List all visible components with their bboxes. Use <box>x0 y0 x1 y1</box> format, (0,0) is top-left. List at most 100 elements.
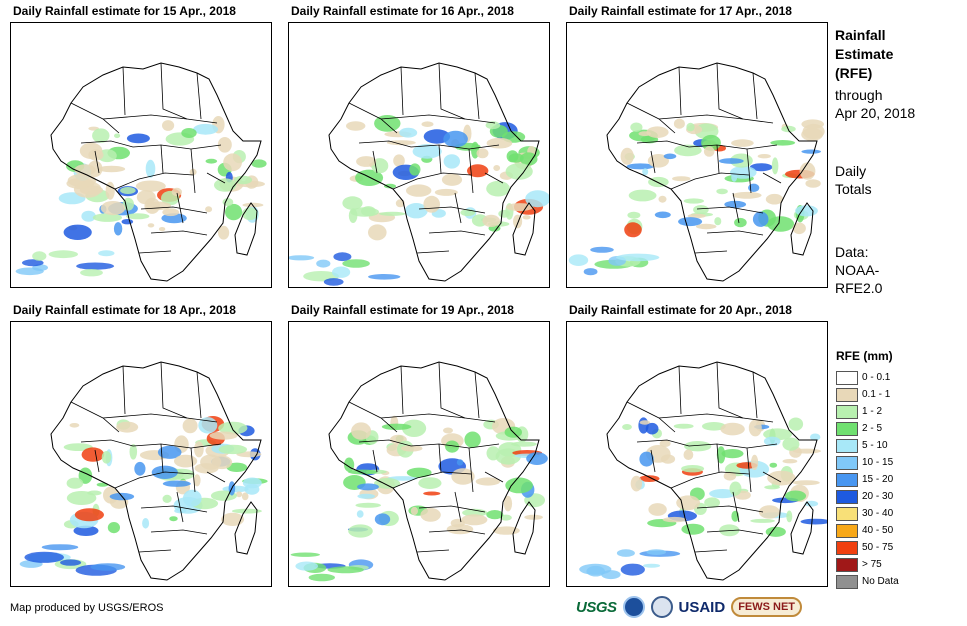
rainfall-cell <box>748 183 760 192</box>
country-border <box>706 529 764 535</box>
rainfall-cell <box>205 158 218 164</box>
rainfall-cell <box>462 508 488 517</box>
rainfall-cell <box>642 168 649 176</box>
country-border <box>196 72 202 120</box>
rainfall-cell <box>486 137 513 149</box>
rainfall-cell <box>222 198 234 207</box>
rainfall-cell <box>729 481 742 496</box>
country-border <box>438 62 466 120</box>
rainfall-cell <box>703 146 715 157</box>
rainfall-cell <box>100 201 126 216</box>
rainfall-map <box>288 321 550 587</box>
rainfall-cell <box>687 213 706 219</box>
country-border <box>454 491 462 523</box>
country-border <box>358 140 412 148</box>
legend-swatch <box>836 438 858 453</box>
rainfall-cell <box>627 211 641 219</box>
map-credit: Map produced by USGS/EROS <box>10 602 164 614</box>
legend-item: 30 - 40 <box>836 505 936 522</box>
rainfall-cell <box>683 198 704 204</box>
rainfall-cell <box>374 513 391 526</box>
rainfall-cell <box>795 205 818 217</box>
rainfall-cell <box>193 474 201 487</box>
ocean-rainfall-cell <box>316 259 331 268</box>
country-border <box>762 471 782 483</box>
rainfall-cell <box>723 471 737 481</box>
country-border <box>140 206 208 214</box>
legend-swatch <box>836 455 858 470</box>
africa-map-svg <box>19 361 268 581</box>
madagascar-coastline <box>790 202 814 256</box>
through-date: through Apr 20, 2018 <box>835 87 916 121</box>
rainfall-cell <box>218 444 248 455</box>
rainfall-cell <box>226 462 248 472</box>
rainfall-cell <box>522 215 531 220</box>
legend-swatch <box>836 404 858 419</box>
country-border <box>160 361 188 419</box>
rainfall-cell <box>765 526 786 537</box>
rainfall-cell <box>765 193 784 205</box>
rainfall-cell <box>630 475 643 492</box>
rainfall-cell <box>211 455 233 470</box>
rainfall-cell <box>217 137 232 153</box>
rainfall-cell <box>757 154 771 159</box>
rainfall-cell <box>709 489 737 499</box>
rainfall-cell <box>174 508 187 514</box>
rainfall-cell <box>493 165 501 171</box>
rainfall-cell <box>174 454 198 468</box>
country-border <box>636 140 690 148</box>
rainfall-cell <box>782 437 800 451</box>
rainfall-cell <box>792 480 820 486</box>
legend-swatch <box>836 540 858 555</box>
rainfall-cell <box>399 127 418 138</box>
rainfall-map <box>10 22 272 288</box>
country-border <box>650 150 656 174</box>
rainfall-cell <box>763 436 781 446</box>
legend-swatch <box>836 523 858 538</box>
madagascar-coastline <box>512 202 536 256</box>
rainfall-cell <box>674 144 702 157</box>
ocean-rainfall-cell <box>616 549 635 557</box>
rainfall-cell <box>654 211 671 219</box>
rainfall-cell <box>342 196 363 210</box>
country-border <box>454 192 462 224</box>
rainfall-cell <box>114 133 121 139</box>
legend-label: 1 - 2 <box>862 406 883 417</box>
rainfall-cell <box>162 480 191 487</box>
country-border <box>732 192 740 224</box>
rainfall-cell <box>107 522 120 534</box>
rainfall-cell <box>662 516 687 523</box>
rainfall-cell <box>74 164 96 176</box>
rainfall-cell <box>645 422 659 435</box>
rainfall-cell <box>181 128 197 138</box>
rainfall-cell <box>386 140 416 146</box>
ocean-rainfall-cell <box>332 266 351 278</box>
rainfall-cell <box>355 502 381 508</box>
country-border <box>372 449 378 473</box>
rainfall-cell <box>445 440 460 453</box>
country-border <box>438 144 442 174</box>
country-border <box>716 443 720 473</box>
legend-item: 40 - 50 <box>836 522 936 539</box>
rainfall-cell <box>142 518 150 529</box>
country-border <box>670 471 750 489</box>
rainfall-cell <box>639 451 654 467</box>
rainfall-cell <box>461 514 488 526</box>
rainfall-cell <box>486 180 510 197</box>
legend-item: 0.1 - 1 <box>836 386 936 403</box>
rainfall-cell <box>720 422 745 436</box>
us-seal-icon <box>650 596 673 618</box>
madagascar-coastline <box>790 501 814 555</box>
country-border <box>114 172 194 190</box>
rainfall-cell <box>770 140 796 146</box>
rainfall-cell <box>486 446 500 461</box>
country-border <box>150 230 208 236</box>
rainfall-cell <box>147 223 155 228</box>
country-border <box>694 250 728 254</box>
rainfall-cell <box>162 208 180 217</box>
country-border <box>732 491 740 523</box>
rainfall-cell <box>767 470 796 486</box>
ocean-rainfall-cell <box>327 566 364 574</box>
ocean-rainfall-cell <box>289 255 315 261</box>
map-panel-17-apr: Daily Rainfall estimate for 17 Apr., 201… <box>566 4 828 288</box>
